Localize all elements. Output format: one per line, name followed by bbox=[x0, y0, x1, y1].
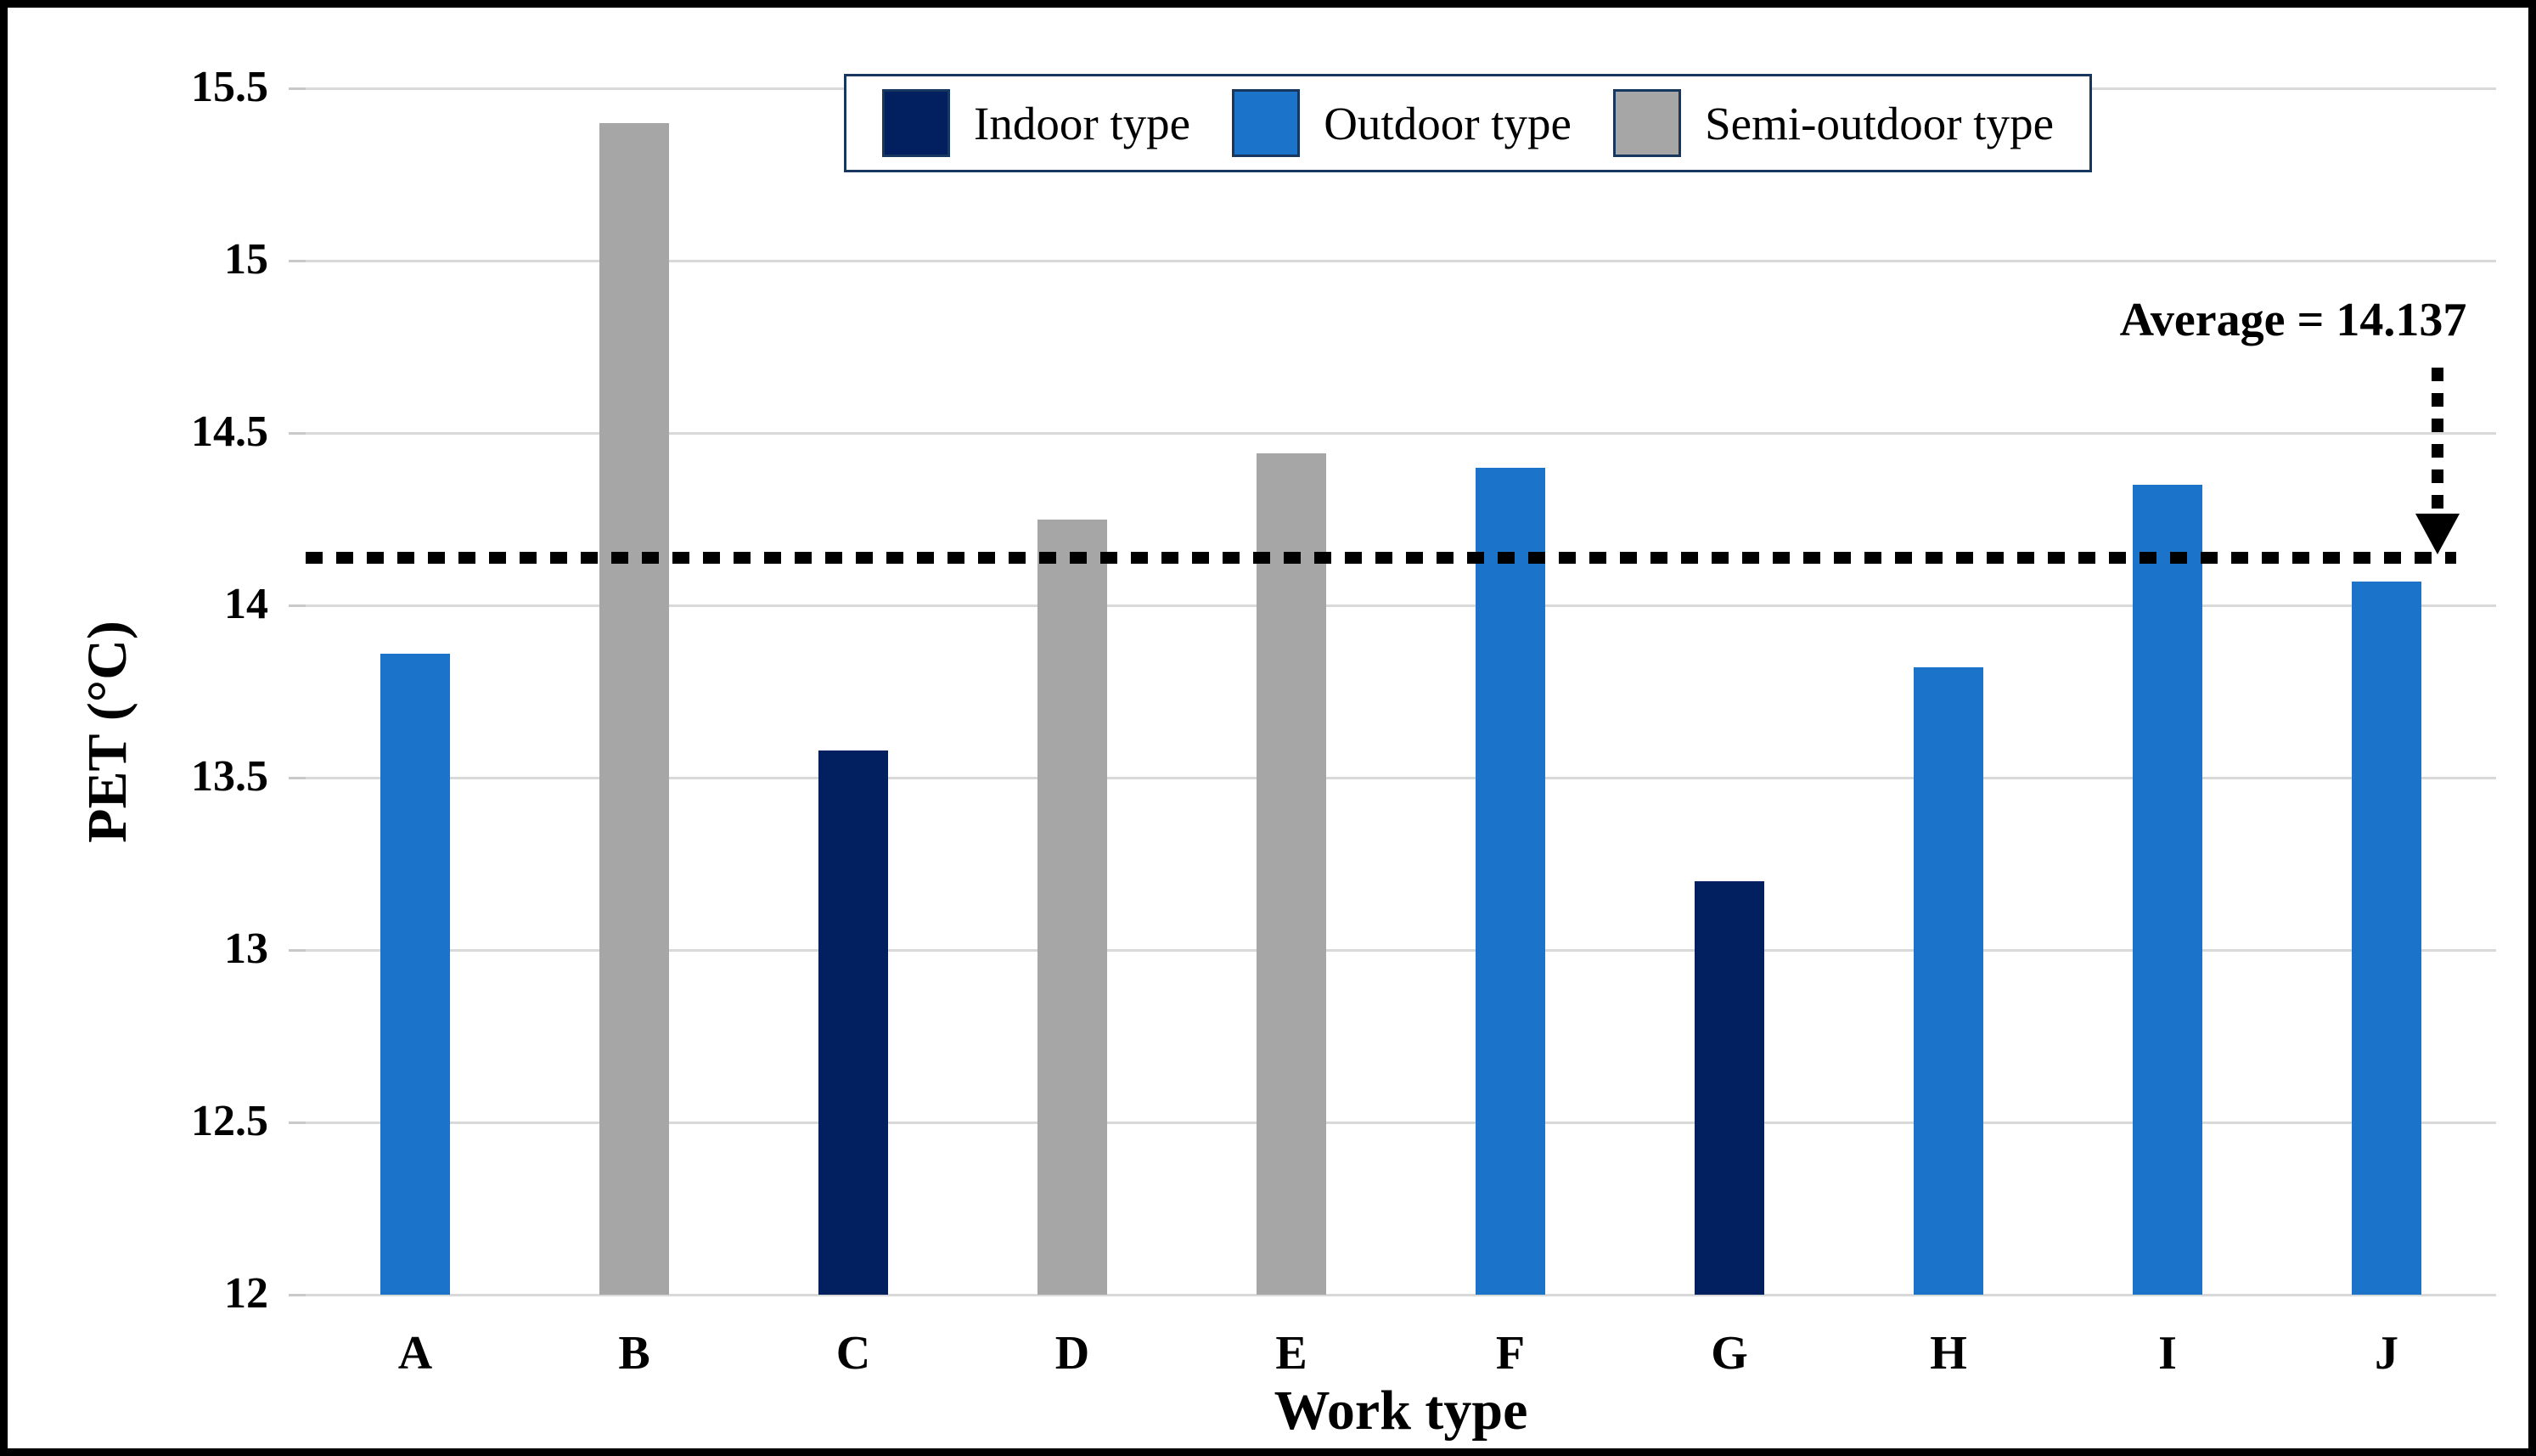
legend-item-semi_outdoor: Semi-outdoor type bbox=[1613, 89, 2054, 157]
legend: Indoor type Outdoor type Semi-outdoor type bbox=[844, 74, 2092, 172]
bar-J bbox=[2352, 581, 2421, 1295]
legend-item-outdoor: Outdoor type bbox=[1232, 89, 1572, 157]
bar-A bbox=[380, 653, 450, 1295]
legend-label-semi_outdoor: Semi-outdoor type bbox=[1705, 97, 2054, 149]
xtick-label-H: H bbox=[1930, 1327, 1967, 1380]
bar-G bbox=[1695, 880, 1764, 1295]
ytickmark-15 bbox=[289, 260, 306, 262]
legend-label-indoor: Indoor type bbox=[974, 97, 1191, 149]
ytickmark-12.5 bbox=[289, 1122, 306, 1124]
gridline-12.5 bbox=[306, 1122, 2496, 1124]
ytickmark-12 bbox=[289, 1294, 306, 1296]
gridline-15 bbox=[306, 260, 2496, 262]
ytick-label-13: 13 bbox=[224, 925, 268, 973]
ytick-label-13.5: 13.5 bbox=[191, 752, 268, 801]
ytick-label-12.5: 12.5 bbox=[191, 1097, 268, 1145]
ytick-label-14: 14 bbox=[224, 580, 268, 628]
average-line bbox=[306, 552, 2456, 565]
legend-label-outdoor: Outdoor type bbox=[1324, 97, 1572, 149]
ytickmark-13 bbox=[289, 949, 306, 952]
x-axis-title-text: Work type bbox=[1274, 1380, 1528, 1442]
xtick-label-E: E bbox=[1275, 1327, 1307, 1380]
xtick-label-J: J bbox=[2375, 1327, 2398, 1380]
average-arrow-line bbox=[2432, 368, 2443, 514]
bar-H bbox=[1914, 667, 1983, 1295]
average-annotation-label: Average = 14.137 bbox=[2119, 294, 2467, 346]
xtick-label-C: C bbox=[835, 1327, 871, 1380]
xtick-label-I: I bbox=[2158, 1327, 2177, 1380]
ytickmark-13.5 bbox=[289, 777, 306, 779]
legend-item-indoor: Indoor type bbox=[882, 89, 1190, 157]
ytickmark-14 bbox=[289, 604, 306, 607]
xtick-label-G: G bbox=[1711, 1327, 1748, 1380]
arrow-down-icon bbox=[2415, 514, 2460, 555]
ytick-label-15.5: 15.5 bbox=[191, 63, 268, 111]
bar-E bbox=[1257, 453, 1326, 1295]
legend-swatch-semi_outdoor bbox=[1613, 89, 1682, 157]
xtick-label-D: D bbox=[1054, 1327, 1090, 1380]
gridline-14 bbox=[306, 604, 2496, 607]
gridline-13.5 bbox=[306, 777, 2496, 779]
bar-F bbox=[1476, 467, 1545, 1295]
ytickmark-15.5 bbox=[289, 87, 306, 90]
xtick-label-B: B bbox=[618, 1327, 650, 1380]
ytick-label-15: 15 bbox=[224, 235, 268, 284]
gridline-14.5 bbox=[306, 432, 2496, 435]
legend-swatch-outdoor bbox=[1232, 89, 1301, 157]
gridline-13 bbox=[306, 949, 2496, 952]
gridline-12 bbox=[306, 1294, 2496, 1296]
y-axis-title-text: PET (°C) bbox=[76, 621, 138, 843]
xtick-label-A: A bbox=[397, 1327, 433, 1380]
ytick-label-14.5: 14.5 bbox=[191, 408, 268, 456]
x-axis-title: Work type bbox=[306, 1379, 2496, 1443]
bar-B bbox=[599, 122, 669, 1295]
ytickmark-14.5 bbox=[289, 432, 306, 435]
bar-D bbox=[1037, 519, 1107, 1295]
ytick-label-12: 12 bbox=[224, 1269, 268, 1318]
xtick-label-F: F bbox=[1495, 1327, 1526, 1380]
legend-swatch-indoor bbox=[882, 89, 950, 157]
bar-I bbox=[2133, 484, 2202, 1295]
bar-C bbox=[818, 750, 888, 1295]
